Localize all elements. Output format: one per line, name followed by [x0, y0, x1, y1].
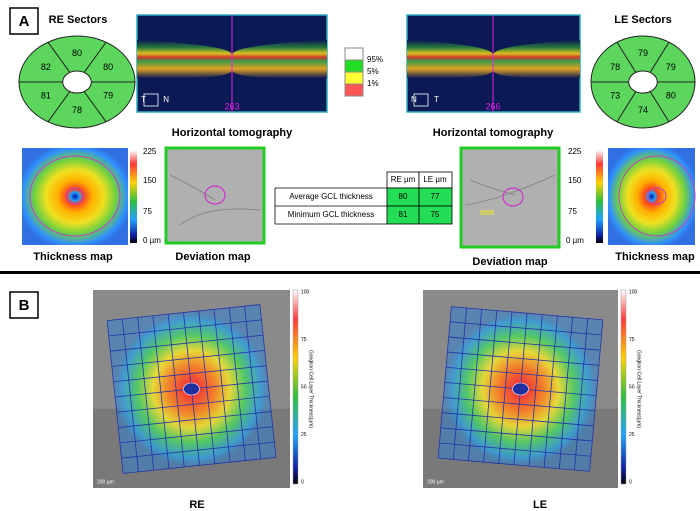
caption: RE [189, 499, 204, 511]
sector-value: 78 [610, 62, 620, 72]
deviation-spot [480, 210, 494, 215]
sector-value: 80 [666, 91, 676, 101]
colorbar-label: 0 [629, 479, 632, 485]
colorbar-label: 50 [301, 384, 307, 390]
sector-value: 82 [41, 62, 51, 72]
table-cell: 77 [431, 192, 440, 201]
thickness-map [22, 148, 128, 245]
caption: Thickness map [615, 251, 695, 263]
sector-value: 81 [41, 91, 51, 101]
gcl-map: 200 µm 100 75 50 25 0 Ganglion Cell Layer Thic… [423, 289, 642, 488]
sector-value: 80 [72, 48, 82, 58]
scale-label: 200 µm [427, 479, 444, 485]
table: RE µm LE µm Average GCL thickness 80 77 … [275, 172, 452, 224]
scan-number: 266 [485, 101, 500, 111]
caption: Horizontal tomography [433, 127, 554, 139]
scan-number: 263 [224, 101, 239, 111]
colorbar-label: 25 [629, 432, 635, 438]
sector-value: 79 [638, 48, 648, 58]
colorbar-title: Ganglion Cell Layer Thickness(µm) [308, 350, 314, 428]
colorbar-label: 100 [629, 289, 638, 295]
colorbar-label: 75 [629, 337, 635, 343]
colorbar-label: 225 [568, 147, 582, 156]
table-header: RE µm [391, 175, 416, 184]
colorbar [130, 150, 137, 243]
orientation-label: T [141, 95, 146, 104]
colorbar-label: 50 [629, 384, 635, 390]
deviation-map [166, 148, 264, 243]
sector-value: 74 [638, 105, 648, 115]
sectors-title: RE Sectors [49, 14, 108, 26]
oct-image: N T 266 [407, 15, 580, 112]
figure: A RE Sectors LE Sectors 808079788182 797… [0, 0, 700, 511]
sector-value: 80 [103, 62, 113, 72]
colorbar-label: 150 [568, 176, 582, 185]
colorbar-label: 0 µm [143, 236, 161, 245]
sector-value: 79 [103, 91, 113, 101]
legend: 95% 5% 1% [345, 48, 383, 96]
orientation-label: N [163, 95, 169, 104]
sector-value: 73 [610, 91, 620, 101]
colorbar-label: 0 µm [566, 236, 584, 245]
legend-label: 1% [367, 79, 379, 88]
colorbar-label: 75 [143, 207, 152, 216]
caption: Deviation map [472, 256, 547, 268]
sector-chart: 79 79 80 74 73 78 [591, 36, 695, 128]
colorbar-label: 75 [568, 207, 577, 216]
sector-chart: 80 80 79 78 81 82 [19, 36, 135, 128]
sectors-title: LE Sectors [614, 14, 671, 26]
caption: Thickness map [33, 251, 113, 263]
colorbar-label: 150 [143, 176, 157, 185]
orientation-label: T [434, 95, 439, 104]
thickness-map [608, 148, 695, 245]
colorbar-label: 0 [301, 479, 304, 485]
caption: LE [533, 499, 547, 511]
panel-label: B [19, 297, 30, 314]
caption: Horizontal tomography [172, 127, 293, 139]
sector-value: 78 [72, 105, 82, 115]
legend-label: 5% [367, 67, 379, 76]
colorbar-label: 225 [143, 147, 157, 156]
sector-center [629, 71, 658, 93]
colorbar-title: Ganglion Cell Layer Thickness(µm) [636, 350, 642, 428]
panel-label: A [19, 13, 30, 30]
sector-center [63, 71, 92, 93]
table-cell: 81 [399, 210, 408, 219]
caption: Deviation map [175, 251, 250, 263]
separator [0, 271, 700, 274]
table-cell: Minimum GCL thickness [288, 210, 374, 219]
deviation-map [461, 148, 559, 247]
colorbar [596, 150, 603, 243]
colorbar-label: 100 [301, 289, 310, 295]
fovea [184, 383, 200, 395]
table-cell: 80 [399, 192, 408, 201]
colorbar-label: 25 [301, 432, 307, 438]
table-cell: Average GCL thickness [289, 192, 373, 201]
scale-label: 200 µm [97, 479, 114, 485]
fovea [513, 383, 529, 395]
colorbar [293, 290, 298, 484]
sector-value: 79 [666, 62, 676, 72]
orientation-label: N [411, 95, 417, 104]
gcl-map: 200 µm 100 75 50 25 0 Ganglion Cell Layer Thic… [93, 289, 314, 488]
oct-image: T N 263 [137, 15, 327, 112]
colorbar [621, 290, 626, 484]
legend-label: 95% [367, 55, 383, 64]
colorbar-label: 75 [301, 337, 307, 343]
table-header: LE µm [423, 175, 447, 184]
table-cell: 75 [431, 210, 440, 219]
